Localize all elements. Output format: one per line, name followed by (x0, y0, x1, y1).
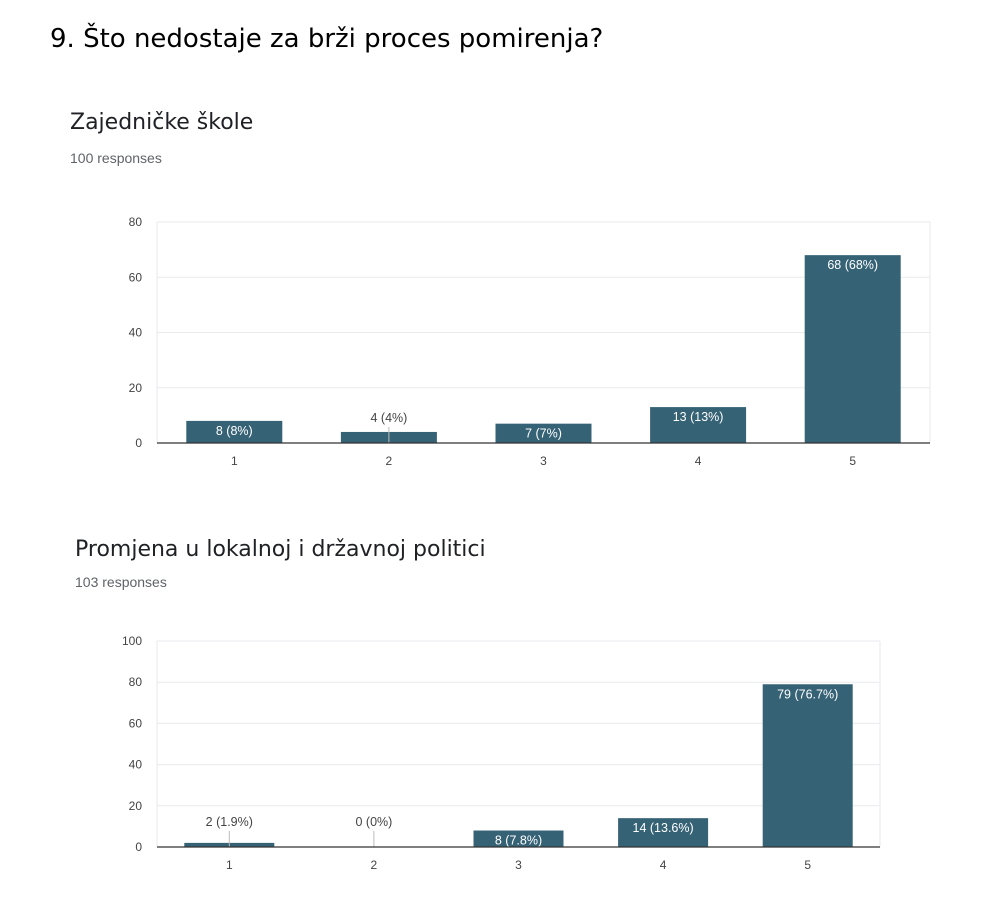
data-label: 79 (76.7%) (777, 687, 838, 701)
bar-chart: 0 20 40 60 80 100 2 (1.9%) 1 0 (0%) 2 8 (7.8%) 3 14 … (122, 634, 881, 872)
x-tick-label: 1 (231, 454, 238, 468)
data-label: 8 (7.8%) (495, 834, 542, 848)
x-tick-label: 4 (695, 454, 702, 468)
data-label: 0 (0%) (355, 815, 392, 829)
y-tick-label: 80 (129, 215, 143, 229)
chart-title: Zajedničke škole (70, 110, 254, 135)
data-label: 68 (68%) (827, 258, 878, 272)
data-label: 4 (4%) (370, 411, 407, 425)
x-tick-label: 1 (226, 858, 233, 872)
response-count: 103 responses (75, 574, 167, 590)
y-tick-label: 0 (135, 436, 142, 450)
bar (650, 407, 747, 443)
y-tick-label: 20 (129, 799, 143, 813)
bar (495, 423, 592, 443)
y-tick-label: 100 (122, 634, 142, 648)
x-tick-label: 5 (804, 858, 811, 872)
data-label: 8 (8%) (216, 424, 253, 438)
data-label: 7 (7%) (525, 427, 562, 441)
bar (186, 420, 283, 443)
x-tick-label: 2 (386, 454, 393, 468)
bar (473, 830, 564, 847)
x-tick-label: 3 (515, 858, 522, 872)
bar-chart: 0 20 40 60 80 8 (8%) 1 4 (4%) 2 7 (7%) 3 13 (13%) 4 6… (129, 215, 931, 468)
data-label: 14 (13.6%) (633, 821, 694, 835)
bar (762, 684, 853, 847)
y-tick-label: 40 (129, 326, 143, 340)
x-tick-label: 5 (849, 454, 856, 468)
data-label: 2 (1.9%) (206, 815, 253, 829)
y-tick-label: 0 (135, 840, 142, 854)
x-tick-label: 2 (371, 858, 378, 872)
chart-title: Promjena u lokalnoj i državnoj politici (75, 537, 486, 562)
x-tick-label: 4 (660, 858, 667, 872)
bar (618, 818, 709, 847)
response-count: 100 responses (70, 150, 162, 166)
y-tick-label: 20 (129, 381, 143, 395)
y-tick-label: 80 (129, 675, 143, 689)
page-heading: 9. Što nedostaje za brži proces pomirenj… (50, 24, 604, 54)
y-tick-label: 40 (129, 758, 143, 772)
data-label: 13 (13%) (673, 410, 724, 424)
y-tick-label: 60 (129, 270, 143, 284)
y-tick-label: 60 (129, 716, 143, 730)
x-tick-label: 3 (540, 454, 547, 468)
bar (804, 255, 901, 443)
